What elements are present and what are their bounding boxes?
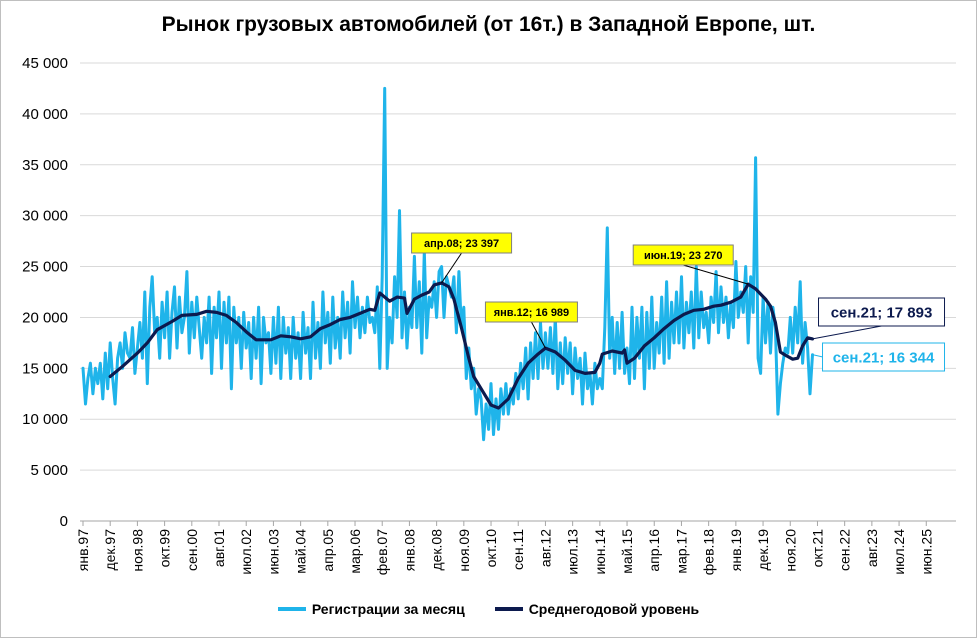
x-tick-label: апр.05 — [320, 529, 336, 572]
x-tick-label: июн.14 — [592, 529, 608, 575]
x-tick-label: авг.12 — [537, 529, 553, 567]
x-tick-label: июл.13 — [565, 529, 581, 575]
y-tick-label: 30 000 — [22, 208, 68, 225]
series-line-monthly — [81, 86, 814, 442]
x-tick-label: июл.24 — [891, 529, 907, 575]
annotation-label: сен.21; 17 893 — [831, 304, 933, 321]
x-tick-label: мар.06 — [347, 529, 363, 574]
y-tick-label: 45 000 — [22, 55, 68, 72]
chart-title: Рынок грузовых автомобилей (от 16т.) в З… — [161, 13, 816, 36]
x-tick-label: фев.18 — [701, 529, 717, 575]
x-tick-label: авг.23 — [864, 529, 880, 567]
x-tick-label: сен.11 — [510, 529, 526, 570]
y-tick-label: 0 — [60, 513, 68, 530]
x-tick-label: окт.21 — [809, 529, 825, 568]
y-tick-label: 20 000 — [22, 309, 68, 326]
annotations: апр.08; 23 397 янв.12; 16 989 июн.19; 23 2… — [411, 232, 946, 372]
gridlines — [80, 62, 956, 522]
x-axis-ticks: янв.97 дек.97 ноя.98 окт.99 сен.00 авг.01 июл.… — [75, 521, 934, 575]
legend: Регистрации за месяц Среднегодовой урове… — [0, 601, 977, 617]
x-tick-label: ноя.98 — [129, 529, 145, 572]
annotation-leader — [812, 325, 882, 340]
annotation-leader — [683, 264, 749, 285]
annotation-leader — [441, 252, 462, 284]
x-tick-label: дек.97 — [102, 529, 118, 571]
x-tick-label: сен.00 — [184, 529, 200, 571]
annotation-label: июн.19; 23 270 — [644, 250, 722, 262]
annotation-label: апр.08; 23 397 — [424, 238, 499, 250]
x-tick-label: июл.02 — [238, 529, 254, 575]
x-tick-label: июн.25 — [918, 529, 934, 575]
x-tick-label: апр.16 — [646, 529, 662, 572]
annotation-box — [484, 301, 578, 323]
x-tick-label: ноя.20 — [782, 529, 798, 572]
legend-label-monthly: Регистрации за месяц — [311, 601, 465, 617]
y-tick-label: 15 000 — [22, 360, 68, 377]
y-tick-label: 10 000 — [22, 411, 68, 428]
x-tick-label: май.15 — [619, 529, 635, 574]
annotation-label: сен.21; 16 344 — [833, 349, 935, 366]
x-tick-label: мар.17 — [673, 529, 689, 574]
x-tick-label: ноя.09 — [456, 529, 472, 572]
x-tick-label: янв.97 — [75, 529, 91, 571]
legend-item-average: Среднегодовой уровень — [494, 601, 700, 617]
x-tick-label: фев.07 — [374, 529, 390, 575]
annotation-leader — [530, 321, 546, 349]
x-tick-label: май.04 — [293, 529, 309, 574]
y-tick-label: 35 000 — [22, 157, 68, 174]
annotation-box — [632, 244, 734, 266]
x-tick-label: окт.99 — [157, 529, 173, 568]
annotation-label: янв.12; 16 989 — [494, 307, 569, 319]
legend-swatch-monthly — [277, 607, 306, 611]
x-tick-label: дек.08 — [429, 529, 445, 571]
x-tick-label: янв.08 — [401, 529, 417, 571]
annotation-box — [411, 232, 513, 254]
series-lines — [81, 86, 815, 442]
x-tick-label: авг.01 — [211, 529, 227, 567]
x-tick-label: янв.19 — [728, 529, 744, 571]
legend-item-monthly: Регистрации за месяц — [277, 601, 465, 617]
y-tick-label: 25 000 — [22, 259, 68, 276]
x-tick-label: окт.10 — [483, 529, 499, 568]
legend-label-average: Среднегодовой уровень — [528, 601, 700, 617]
x-tick-label: июн.03 — [265, 529, 281, 575]
y-tick-label: 40 000 — [22, 106, 68, 123]
y-axis-ticks: 0 5 000 10 000 15 000 20 000 25 000 30 000 35 0… — [22, 55, 68, 530]
x-tick-label: дек.19 — [755, 529, 771, 571]
y-tick-label: 5 000 — [30, 462, 68, 479]
series-line-average — [108, 281, 815, 410]
x-tick-label: сен.22 — [837, 529, 853, 571]
annotation-box — [822, 342, 946, 372]
annotation-box — [818, 297, 946, 327]
legend-swatch-average — [494, 607, 523, 611]
